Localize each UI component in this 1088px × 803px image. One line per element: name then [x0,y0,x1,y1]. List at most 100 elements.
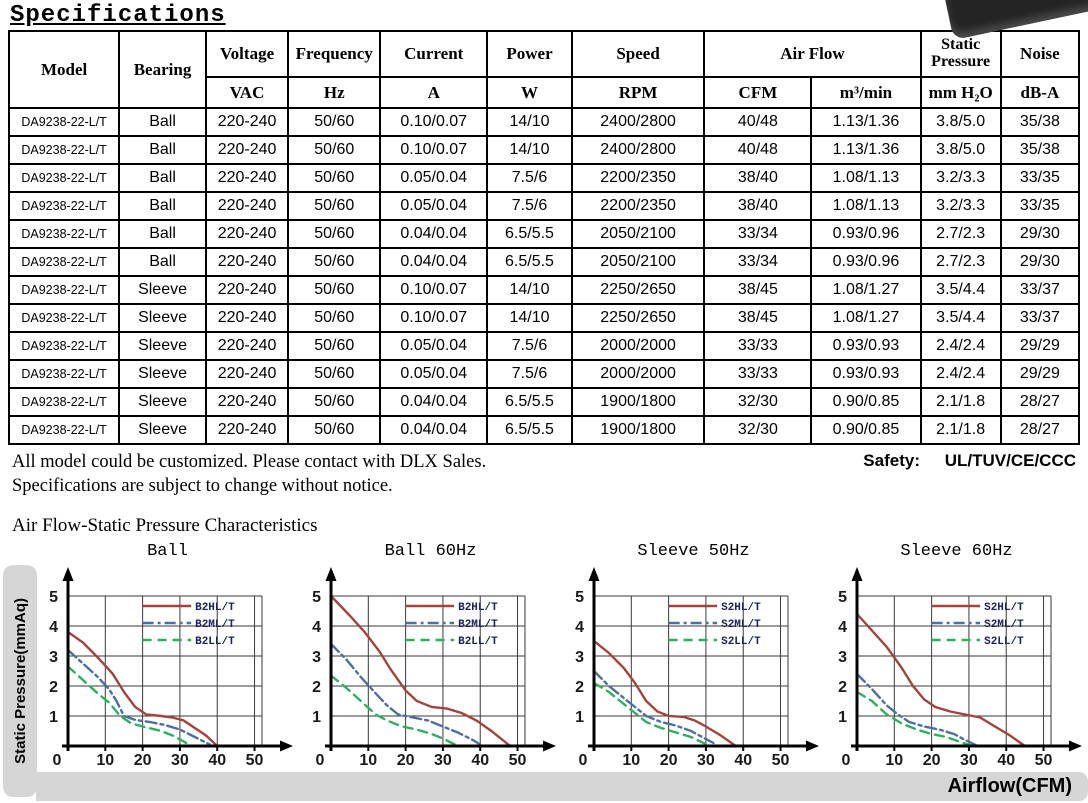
table-cell: 220-240 [204,107,290,137]
table-cell: 35/38 [999,107,1081,137]
chart-title: Sleeve 60Hz [900,541,1013,561]
unit-w: W [486,76,573,109]
table-cell: 1900/1800 [570,415,706,445]
table-cell: 40/48 [703,135,813,165]
table-cell: 2000/2000 [570,331,706,361]
table-row: DA9238-22-L/T Sleeve 220-240 50/60 0.05/0.04… [7,331,1081,361]
charts-row: Ball B2HL/T B2ML/T B2LL/T 0 10 20 30 40 50 1 2 3 4 5 B… [36,541,1088,774]
svg-text:3: 3 [312,649,321,666]
table-cell: Ball [118,247,207,277]
chart-canvas: S2HL/T S2ML/T S2LL/T 0 10 20 30 40 50 1 2 3 4 5 [838,566,1082,769]
unit-dba: dB-A [999,76,1081,109]
table-cell: 6.5/5.5 [486,387,573,417]
table-cell: 33/35 [999,163,1081,193]
footnote-customized: All model could be customized. Please co… [12,452,487,472]
col-header-frequency: Frequency [287,30,382,78]
table-cell: DA9238-22-L/T [7,219,121,249]
table-cell: 32/30 [703,415,813,445]
svg-text:5: 5 [575,589,584,606]
table-cell: 0.10/0.07 [379,275,489,305]
table-cell: Sleeve [118,415,207,445]
col-header-model: Model [7,30,121,109]
svg-text:5: 5 [49,589,58,606]
table-cell: 14/10 [486,275,573,305]
table-cell: 7.5/6 [486,191,573,221]
spec-table-body: DA9238-22-L/T Ball 220-240 50/60 0.10/0.07 14… [7,107,1081,445]
y-axis-band: Static Pressure(mmAq) [3,564,37,797]
col-header-voltage: Voltage [204,30,290,78]
chart-ball-50hz: Ball B2HL/T B2ML/T B2LL/T 0 10 20 30 40 50 1 2 3 4 5 [36,541,299,774]
unit-vac: VAC [204,76,290,109]
table-cell: 2.7/2.3 [919,219,1002,249]
table-cell: 2400/2800 [570,107,706,137]
svg-text:4: 4 [312,619,321,636]
table-cell: DA9238-22-L/T [7,415,121,445]
svg-text:30: 30 [171,752,189,769]
table-cell: 220-240 [204,135,290,165]
svg-text:3: 3 [49,649,58,666]
svg-text:30: 30 [434,752,452,769]
col-header-static-pressure: Static Pressure [919,30,1002,78]
static-pressure-line1: Static [941,36,981,54]
svg-text:S2HL/T: S2HL/T [984,602,1024,614]
svg-text:5: 5 [838,589,847,606]
chart-ball-60hz: Ball 60Hz B2HL/T B2ML/T B2LL/T 0 10 20 30 40 50 1 2… [299,541,562,774]
table-cell: 50/60 [287,275,382,305]
table-row: DA9238-22-L/T Ball 220-240 50/60 0.05/0.04 7.… [7,191,1081,221]
table-row: DA9238-22-L/T Ball 220-240 50/60 0.04/0.04 6.… [7,219,1081,249]
table-cell: Sleeve [118,331,207,361]
table-cell: 0.93/0.96 [810,247,922,277]
table-cell: 0.93/0.93 [810,331,922,361]
table-cell: 220-240 [204,219,290,249]
table-cell: 0.05/0.04 [379,359,489,389]
svg-text:30: 30 [960,752,978,769]
table-cell: 2.4/2.4 [919,359,1002,389]
table-cell: 2250/2650 [570,275,706,305]
table-cell: Ball [118,191,207,221]
table-cell: 33/33 [703,331,813,361]
table-cell: 50/60 [287,415,382,445]
table-cell: 2400/2800 [570,135,706,165]
table-cell: DA9238-22-L/T [7,331,121,361]
chart-title: Ball [147,541,188,561]
table-cell: 0.04/0.04 [379,415,489,445]
table-cell: DA9238-22-L/T [7,247,121,277]
svg-text:40: 40 [734,752,752,769]
safety-value: UL/TUV/CE/CCC [944,451,1076,470]
svg-text:1: 1 [838,709,847,726]
col-header-bearing: Bearing [118,30,207,109]
table-cell: 0.04/0.04 [379,247,489,277]
chart-canvas: B2HL/T B2ML/T B2LL/T 0 10 20 30 40 50 1 2 3 4 5 [312,566,556,769]
svg-text:2: 2 [838,679,847,696]
svg-text:5: 5 [312,589,321,606]
table-row: DA9238-22-L/T Ball 220-240 50/60 0.10/0.07 14… [7,107,1081,137]
table-cell: 33/37 [999,303,1081,333]
svg-text:50: 50 [772,752,790,769]
table-cell: Sleeve [118,387,207,417]
col-header-power: Power [486,30,573,78]
table-cell: 6.5/5.5 [486,415,573,445]
svg-text:S2LL/T: S2LL/T [984,636,1024,648]
table-cell: DA9238-22-L/T [7,359,121,389]
table-cell: 38/40 [703,191,813,221]
table-cell: 1900/1800 [570,387,706,417]
table-cell: 0.90/0.85 [810,415,922,445]
table-cell: 38/45 [703,303,813,333]
table-cell: 0.10/0.07 [379,107,489,137]
table-cell: 3.8/5.0 [919,135,1002,165]
table-row: DA9238-22-L/T Ball 220-240 50/60 0.10/0.07 14… [7,135,1081,165]
table-cell: 2050/2100 [570,247,706,277]
table-row: DA9238-22-L/T Sleeve 220-240 50/60 0.10/0.07… [7,275,1081,305]
table-cell: 1.08/1.27 [810,303,922,333]
table-cell: Ball [118,135,207,165]
table-cell: 14/10 [486,303,573,333]
table-cell: 220-240 [204,247,290,277]
svg-text:S2HL/T: S2HL/T [721,602,761,614]
svg-text:40: 40 [208,752,226,769]
svg-text:0: 0 [842,752,851,769]
spec-table: Model Bearing Voltage Frequency Current … [7,30,1081,445]
table-cell: 2200/2350 [570,163,706,193]
table-cell: DA9238-22-L/T [7,107,121,137]
table-cell: 2.1/1.8 [919,415,1002,445]
svg-text:10: 10 [622,752,640,769]
